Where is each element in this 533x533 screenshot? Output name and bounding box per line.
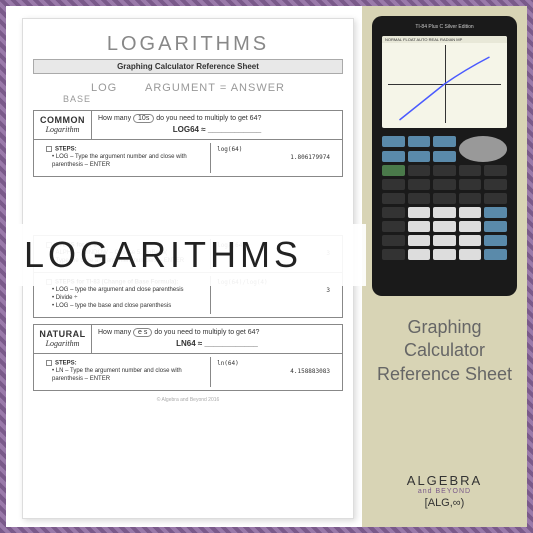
natural-section: NATURAL Logarithm How many e s do you ne… [33,324,343,354]
common-result: 1.806179974 [217,154,330,162]
key [433,151,456,162]
key [459,235,482,246]
common-steps: STEPS:LOG – Type the argument number and… [33,140,343,177]
key [408,207,431,218]
key [433,221,456,232]
right-title: Graphing Calculator Reference Sheet [372,316,517,386]
key [484,221,507,232]
calc-status: NORMAL FLOAT AUTO REAL RADIAN MP [382,36,507,43]
natural-eq: LN64 ≈ ____________ [98,339,336,348]
common-label: COMMON Logarithm [34,111,92,139]
natural-result: 4.158883083 [217,368,330,376]
key [433,249,456,260]
key [433,207,456,218]
key [484,249,507,260]
common-eq: LOG64 ≈ ____________ [98,125,336,134]
key [382,193,405,204]
key [382,165,405,176]
doc-title: LOGARITHMS [33,33,343,56]
common-question: How many 10s do you need to multiply to … [98,114,336,123]
formula-row: LOG ARGUMENT = ANSWER [33,82,343,94]
log-curve [388,45,501,123]
natural-body: How many e s do you need to multiply to … [92,325,342,353]
logo-main: ALGEBRA [407,473,482,488]
key [382,207,405,218]
key [459,207,482,218]
formula-ans: ANSWER [231,82,285,94]
logo-math: [ALG,∞) [407,497,482,509]
formula-eq: = [220,82,227,94]
common-section: COMMON Logarithm How many 10s do you nee… [33,110,343,140]
right-panel: TI-84 Plus C Silver Edition NORMAL FLOAT… [362,6,527,527]
key [382,221,405,232]
calc-graph [388,45,501,123]
natural-circle: e s [133,328,152,337]
key [484,193,507,204]
formula-log: LOG [91,82,117,94]
key [382,179,405,190]
calculator-image: TI-84 Plus C Silver Edition NORMAL FLOAT… [372,16,517,296]
key [382,249,405,260]
key [408,151,431,162]
key [459,193,482,204]
natural-calc: ln(64) [217,360,239,367]
key [433,165,456,176]
calc-keys [378,132,511,264]
steps-header: STEPS: [55,147,77,153]
common-body: How many 10s do you need to multiply to … [92,111,342,139]
formula-base: BASE [63,94,343,104]
key [408,165,431,176]
key [382,136,405,147]
key [408,235,431,246]
overlay-title: LOGARITHMS [6,234,366,276]
title-overlay: LOGARITHMS [6,224,366,286]
key [459,165,482,176]
natural-steps: STEPS:LN – Type the argument number and … [33,354,343,391]
copyright: © Algebra and Beyond 2016 [33,397,343,403]
key [484,165,507,176]
key [484,235,507,246]
key [433,179,456,190]
key [459,179,482,190]
formula-arg: ARGUMENT [145,82,216,94]
key [408,193,431,204]
product-frame: LOGARITHMS Graphing Calculator Reference… [0,0,533,533]
key [459,221,482,232]
doc-subtitle: Graphing Calculator Reference Sheet [33,59,343,74]
calc-screen: NORMAL FLOAT AUTO REAL RADIAN MP [382,36,507,128]
natural-label: NATURAL Logarithm [34,325,92,353]
key [408,179,431,190]
key [408,249,431,260]
ti83-result: 3 [217,287,330,295]
worksheet-panel: LOGARITHMS Graphing Calculator Reference… [6,6,362,527]
key [433,193,456,204]
key [408,136,431,147]
dpad [459,136,507,162]
key [459,249,482,260]
common-step1: LOG – Type the argument number and close… [52,154,204,170]
key [382,235,405,246]
common-label-text: COMMON [38,115,87,125]
calc-brand: TI-84 Plus C Silver Edition [378,22,511,32]
common-calc: log(64) [217,146,242,153]
key [408,221,431,232]
key [433,136,456,147]
key [382,151,405,162]
common-script: Logarithm [38,125,87,134]
common-circle: 10s [133,114,154,123]
key [484,179,507,190]
key [484,207,507,218]
logo-sub: and BEYOND [407,488,482,495]
key [433,235,456,246]
brand-logo: ALGEBRA and BEYOND [ALG,∞) [407,473,482,509]
